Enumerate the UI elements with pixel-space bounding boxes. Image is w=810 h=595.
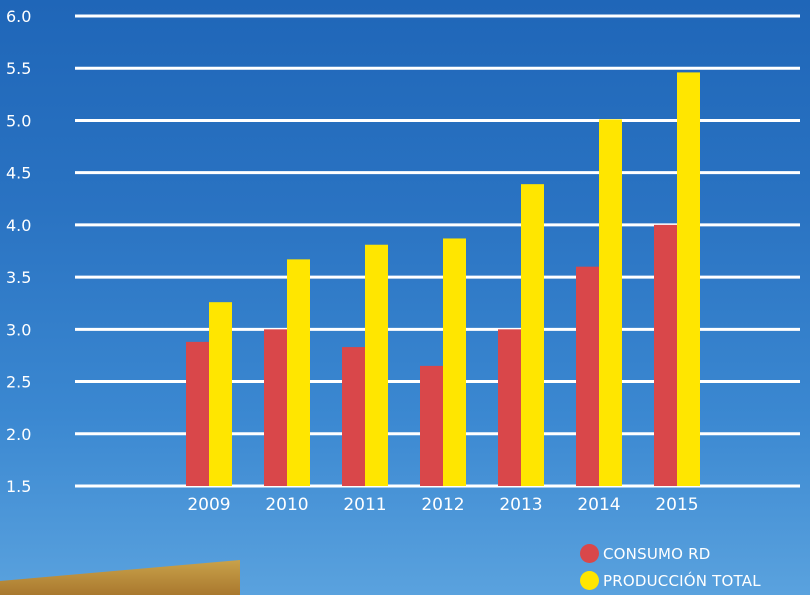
legend-item-consumo: CONSUMO RD [580,540,761,567]
x-tick-label-2015: 2015 [655,495,698,515]
y-tick-label: 1.5 [6,477,31,496]
legend-swatch-produccion [580,571,599,590]
x-tick-label-2010: 2010 [265,495,308,515]
x-tick-label-2012: 2012 [421,495,464,515]
legend-swatch-consumo [580,544,599,563]
y-tick-label: 6.0 [6,7,31,26]
bar-produccion-2014 [599,119,622,487]
bar-consumo-2010 [264,329,287,486]
y-tick-label: 2.0 [6,425,31,444]
y-tick-label: 3.0 [6,320,31,339]
bar-produccion-2012 [443,238,466,486]
y-tick-label: 4.0 [6,216,31,235]
bar-consumo-2015 [654,224,677,486]
x-tick-label-2011: 2011 [343,495,386,515]
bar-consumo-2012 [420,365,443,486]
legend-item-produccion: PRODUCCIÓN TOTAL [580,567,761,594]
x-tick-label-2013: 2013 [499,495,542,515]
legend-label-consumo: CONSUMO RD [603,544,711,563]
bar-produccion-2010 [287,259,310,486]
bar-produccion-2011 [365,244,388,486]
y-tick-label: 3.5 [6,268,31,287]
y-tick-label: 5.0 [6,111,31,130]
y-tick-label: 2.5 [6,373,31,392]
y-tick-label: 5.5 [6,59,31,78]
bar-consumo-2013 [498,329,521,486]
x-tick-label-2009: 2009 [187,495,230,515]
legend-label-produccion: PRODUCCIÓN TOTAL [603,571,761,590]
x-tick-label-2014: 2014 [577,495,620,515]
bar-consumo-2011 [342,347,365,486]
bar-consumo-2009 [186,341,209,486]
chart-legend: CONSUMO RD PRODUCCIÓN TOTAL [580,540,761,594]
bar-consumo-2014 [576,266,599,486]
bar-produccion-2009 [209,302,232,486]
bar-produccion-2015 [677,72,700,487]
bar-produccion-2013 [521,184,544,486]
y-tick-label: 4.5 [6,164,31,183]
